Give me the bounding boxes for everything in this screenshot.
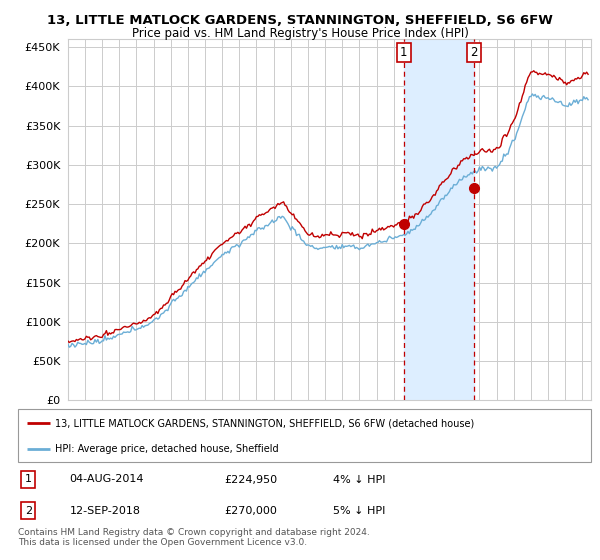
Text: £270,000: £270,000: [224, 506, 277, 516]
Text: 13, LITTLE MATLOCK GARDENS, STANNINGTON, SHEFFIELD, S6 6FW (detached house): 13, LITTLE MATLOCK GARDENS, STANNINGTON,…: [55, 418, 475, 428]
Text: 4% ↓ HPI: 4% ↓ HPI: [333, 474, 386, 484]
Text: HPI: Average price, detached house, Sheffield: HPI: Average price, detached house, Shef…: [55, 444, 279, 454]
Bar: [404, 39, 475, 400]
Text: 1: 1: [400, 46, 407, 59]
Text: Contains HM Land Registry data © Crown copyright and database right 2024.
This d: Contains HM Land Registry data © Crown c…: [18, 528, 370, 547]
Text: 5% ↓ HPI: 5% ↓ HPI: [333, 506, 386, 516]
Text: 1: 1: [25, 474, 32, 484]
Text: 12-SEP-2018: 12-SEP-2018: [70, 506, 140, 516]
Text: 04-AUG-2014: 04-AUG-2014: [70, 474, 144, 484]
Text: 13, LITTLE MATLOCK GARDENS, STANNINGTON, SHEFFIELD, S6 6FW: 13, LITTLE MATLOCK GARDENS, STANNINGTON,…: [47, 14, 553, 27]
Text: Price paid vs. HM Land Registry's House Price Index (HPI): Price paid vs. HM Land Registry's House …: [131, 27, 469, 40]
Text: 2: 2: [25, 506, 32, 516]
Text: £224,950: £224,950: [224, 474, 277, 484]
Text: 2: 2: [470, 46, 478, 59]
